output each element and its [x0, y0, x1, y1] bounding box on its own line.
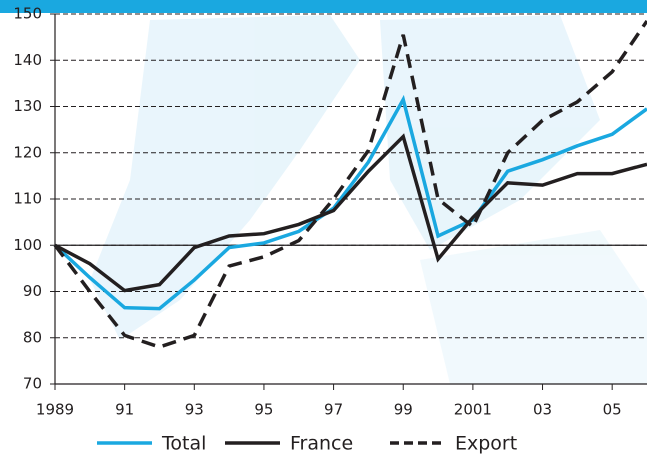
series-line — [53, 19, 647, 349]
x-tick-label: 97 — [324, 401, 343, 419]
x-tick-label: 99 — [394, 401, 413, 419]
x-tick-label: 05 — [603, 401, 622, 419]
y-tick-label: 100 — [13, 236, 42, 254]
y-tick-label: 90 — [23, 282, 42, 300]
x-tick-label: 1989 — [36, 401, 74, 419]
y-tick-label: 120 — [13, 143, 42, 161]
x-tick-label: 03 — [533, 401, 552, 419]
y-tick-label: 140 — [13, 51, 42, 69]
x-tick-label: 91 — [115, 401, 134, 419]
x-tick-label: 93 — [185, 401, 204, 419]
x-tick-label: 2001 — [454, 401, 492, 419]
x-tick-label: 95 — [254, 401, 273, 419]
y-tick-label: 80 — [23, 328, 42, 346]
y-tick-label: 130 — [13, 97, 42, 115]
y-tick-label: 110 — [13, 190, 42, 208]
series-line — [53, 94, 647, 311]
legend-label: Export — [455, 433, 517, 455]
legend: Total France Export — [97, 433, 517, 455]
y-tick-label: 150 — [13, 5, 42, 23]
legend-label: Total — [161, 433, 206, 455]
y-tick-label: 70 — [23, 375, 42, 393]
series-line — [54, 133, 647, 293]
top-band — [0, 0, 647, 13]
legend-label: France — [290, 433, 353, 455]
